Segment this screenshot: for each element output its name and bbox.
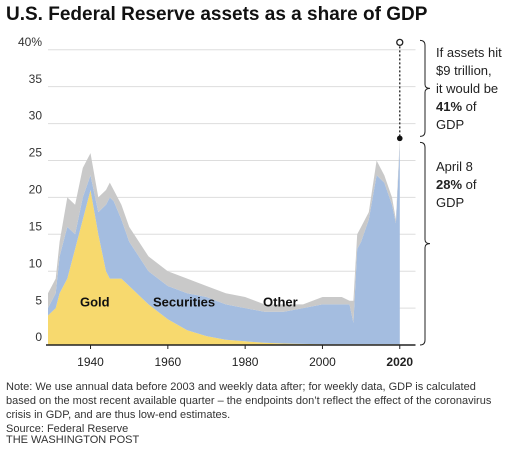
annotation: If assets hit $9 trillion, it would be 41% … — [436, 44, 502, 134]
x-tick-label: 2020 — [386, 355, 413, 369]
y-tick-label: 25 — [29, 146, 43, 160]
y-tick-label: 40% — [18, 35, 42, 49]
bracket — [419, 39, 431, 137]
annotation-line: If assets hit — [436, 45, 502, 60]
series-label: Gold — [80, 294, 110, 309]
note: Note: We use annual data before 2003 and… — [6, 380, 506, 436]
annotation-line: 28% of — [436, 176, 477, 194]
y-tick-label: 10 — [29, 256, 43, 270]
x-tick-label: 1960 — [154, 355, 181, 369]
x-tick-label: 2000 — [309, 355, 336, 369]
annotation-value: 28% — [436, 177, 463, 192]
area — [48, 145, 400, 345]
y-tick-label: 0 — [35, 330, 42, 344]
current-point — [396, 135, 403, 142]
bracket — [419, 141, 431, 346]
y-tick-label: 20 — [29, 183, 43, 197]
chart-title: U.S. Federal Reserve assets as a share o… — [6, 4, 428, 25]
annotation-line: 41% of — [436, 98, 502, 116]
y-tick-label: 5 — [35, 293, 42, 307]
annotation-line: it would be — [436, 81, 499, 96]
source: Source: Federal Reserve — [6, 423, 129, 435]
series-label: Other — [263, 294, 298, 309]
y-tick-label: 15 — [29, 219, 43, 233]
publisher: THE WASHINGTON POST — [6, 434, 140, 446]
annotation-line: April 8 — [436, 159, 473, 174]
annotation-value: 41% — [436, 99, 463, 114]
annotation-line: GDP — [436, 195, 465, 210]
annotation-line: of — [465, 177, 477, 192]
annotation-line: GDP — [436, 117, 465, 132]
area — [48, 190, 400, 345]
annotation: April 8 28% of GDP — [436, 158, 477, 212]
series-label: Securities — [153, 294, 215, 309]
y-tick-label: 35 — [29, 72, 43, 86]
x-tick-label: 1940 — [77, 355, 104, 369]
annotation-line: $9 trillion, — [436, 63, 492, 78]
annotation-line: of — [465, 99, 477, 114]
y-tick-label: 30 — [29, 109, 43, 123]
x-tick-label: 1980 — [232, 355, 259, 369]
note-text: Note: We use annual data before 2003 and… — [6, 381, 492, 421]
projection-point — [396, 38, 404, 47]
